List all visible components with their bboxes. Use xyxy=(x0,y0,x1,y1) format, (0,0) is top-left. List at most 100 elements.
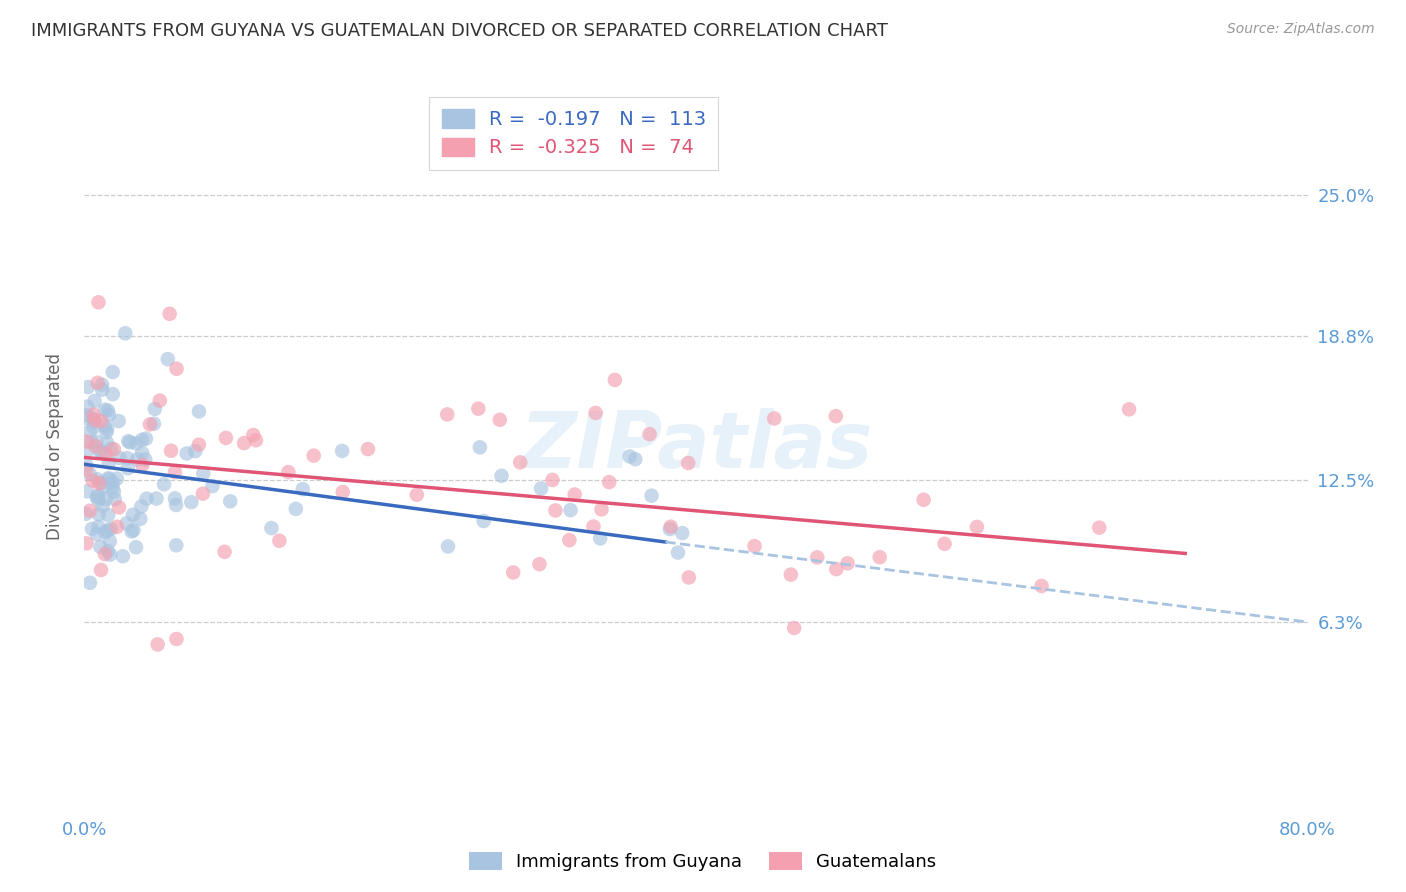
Point xyxy=(94,447,117,461)
Point xyxy=(564,487,586,501)
Point xyxy=(489,413,512,427)
Point xyxy=(145,491,167,506)
Point xyxy=(291,482,314,496)
Point xyxy=(89,540,111,554)
Point xyxy=(79,575,101,590)
Point xyxy=(111,549,134,564)
Point xyxy=(560,503,582,517)
Point xyxy=(98,408,121,422)
Point xyxy=(83,393,105,408)
Point xyxy=(97,403,120,417)
Point xyxy=(332,485,354,500)
Point xyxy=(108,500,131,515)
Point xyxy=(1118,402,1140,417)
Point xyxy=(436,408,458,422)
Point xyxy=(163,491,186,506)
Point xyxy=(666,545,689,559)
Point xyxy=(77,380,100,394)
Point xyxy=(79,504,101,518)
Point xyxy=(97,508,120,523)
Point xyxy=(330,443,353,458)
Point xyxy=(180,495,202,509)
Point xyxy=(80,434,103,449)
Point xyxy=(165,538,187,552)
Point xyxy=(1088,521,1111,535)
Y-axis label: Divorced or Separated: Divorced or Separated xyxy=(45,352,63,540)
Point xyxy=(284,501,307,516)
Point xyxy=(763,411,786,425)
Point xyxy=(80,522,103,536)
Point xyxy=(114,326,136,341)
Point xyxy=(176,446,198,460)
Point xyxy=(91,499,114,513)
Point xyxy=(100,442,122,456)
Point xyxy=(165,498,187,512)
Point xyxy=(869,550,891,565)
Point xyxy=(187,438,209,452)
Point xyxy=(671,526,693,541)
Point xyxy=(76,434,98,449)
Point xyxy=(184,444,207,458)
Point xyxy=(90,475,112,490)
Point xyxy=(638,427,661,442)
Point xyxy=(166,361,188,376)
Point xyxy=(96,422,118,436)
Point xyxy=(166,632,188,646)
Point xyxy=(98,548,121,562)
Point xyxy=(491,468,513,483)
Point xyxy=(84,439,107,453)
Point xyxy=(585,406,607,420)
Point xyxy=(121,524,143,539)
Point xyxy=(127,452,149,467)
Point xyxy=(530,482,553,496)
Point xyxy=(94,525,117,540)
Point xyxy=(90,563,112,577)
Point xyxy=(101,480,124,494)
Text: IMMIGRANTS FROM GUYANA VS GUATEMALAN DIVORCED OR SEPARATED CORRELATION CHART: IMMIGRANTS FROM GUYANA VS GUATEMALAN DIV… xyxy=(31,22,887,40)
Point xyxy=(82,412,104,426)
Point xyxy=(122,508,145,522)
Point xyxy=(188,404,211,418)
Point xyxy=(75,458,97,472)
Point xyxy=(91,383,114,397)
Point xyxy=(87,520,110,534)
Point xyxy=(201,479,224,493)
Point xyxy=(75,411,97,425)
Point xyxy=(94,402,117,417)
Point xyxy=(624,452,647,467)
Point xyxy=(93,480,115,494)
Point xyxy=(83,420,105,434)
Point xyxy=(76,400,98,414)
Point xyxy=(139,417,162,432)
Point xyxy=(242,428,264,442)
Point xyxy=(117,434,139,449)
Point xyxy=(103,442,125,457)
Point xyxy=(101,475,124,489)
Point xyxy=(467,401,489,416)
Point xyxy=(101,365,124,379)
Point xyxy=(98,534,121,549)
Point xyxy=(86,376,108,390)
Point xyxy=(744,539,766,553)
Point xyxy=(87,508,110,522)
Point xyxy=(76,484,98,499)
Text: Source: ZipAtlas.com: Source: ZipAtlas.com xyxy=(1227,22,1375,37)
Point xyxy=(94,547,117,561)
Point xyxy=(603,373,626,387)
Point xyxy=(153,477,176,491)
Point xyxy=(156,352,179,367)
Point xyxy=(357,442,380,456)
Point xyxy=(103,484,125,499)
Point xyxy=(163,465,186,479)
Point xyxy=(509,455,531,469)
Point xyxy=(79,424,101,438)
Point xyxy=(86,490,108,504)
Point xyxy=(82,408,104,422)
Point xyxy=(96,436,118,450)
Point xyxy=(468,441,491,455)
Point xyxy=(529,558,551,572)
Point xyxy=(115,516,138,531)
Point xyxy=(86,472,108,486)
Point xyxy=(659,519,682,533)
Point xyxy=(277,465,299,479)
